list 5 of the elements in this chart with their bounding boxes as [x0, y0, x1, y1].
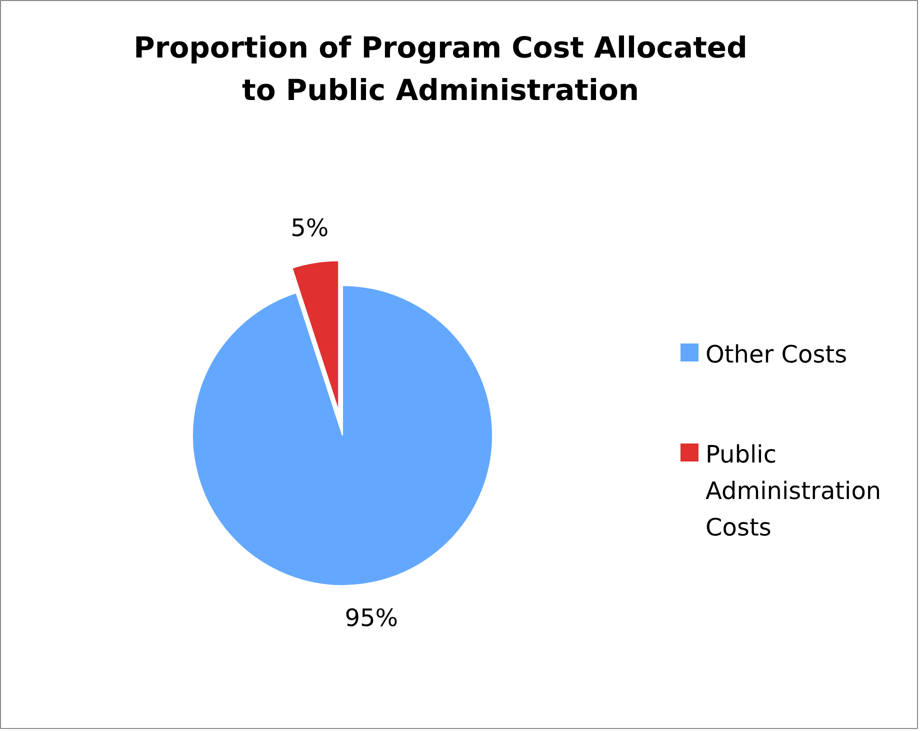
data-label: 5%: [290, 214, 329, 242]
chart-title: Proportion of Program Cost Allocated to Public Administration: [134, 30, 748, 107]
legend-label: Public Administration Costs: [706, 440, 882, 542]
legend-label: Other Costs: [706, 340, 848, 368]
data-label: 95%: [344, 604, 398, 632]
